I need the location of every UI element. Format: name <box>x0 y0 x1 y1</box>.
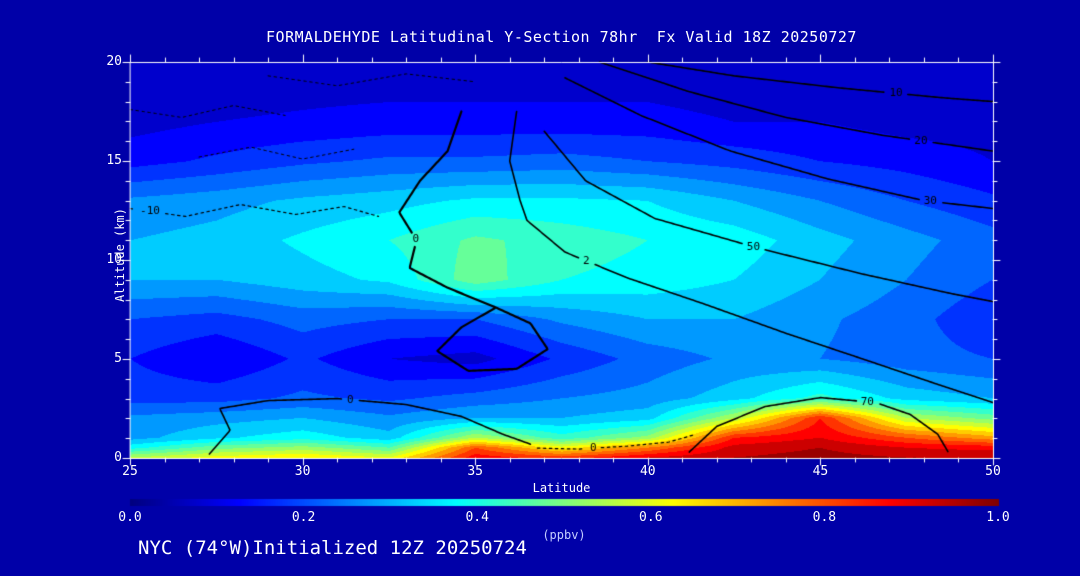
chart-title: FORMALDEHYDE Latitudinal Y-Section 78hr … <box>266 28 857 46</box>
x-tick-label: 40 <box>639 464 656 479</box>
colorbar-tick-label: 0.8 <box>812 510 837 525</box>
colorbar-tick-label: 1.0 <box>986 510 1010 525</box>
x-tick-label: 45 <box>812 464 829 479</box>
y-tick-label: 20 <box>106 54 122 69</box>
x-tick-label: 30 <box>294 464 311 479</box>
x-axis-label: Latitude <box>532 481 591 495</box>
y-tick-label: 0 <box>114 450 122 465</box>
y-tick-label: 10 <box>106 252 122 267</box>
colorbar-tick-label: 0.0 <box>118 510 142 525</box>
model-init-label: NYC (74°W)Initialized 12Z 20250724 <box>138 537 527 559</box>
colorbar-tick-label: 0.6 <box>639 510 663 525</box>
colorbar-tick-label: 0.4 <box>465 510 489 525</box>
x-tick-label: 35 <box>467 464 484 479</box>
colorbar-tick-label: 0.2 <box>291 510 316 525</box>
x-tick-label: 50 <box>985 464 1001 479</box>
y-tick-label: 15 <box>106 153 122 168</box>
x-tick-label: 25 <box>122 464 138 479</box>
colorbar-unit-label: (ppbv) <box>542 528 586 542</box>
y-tick-label: 5 <box>114 351 122 366</box>
